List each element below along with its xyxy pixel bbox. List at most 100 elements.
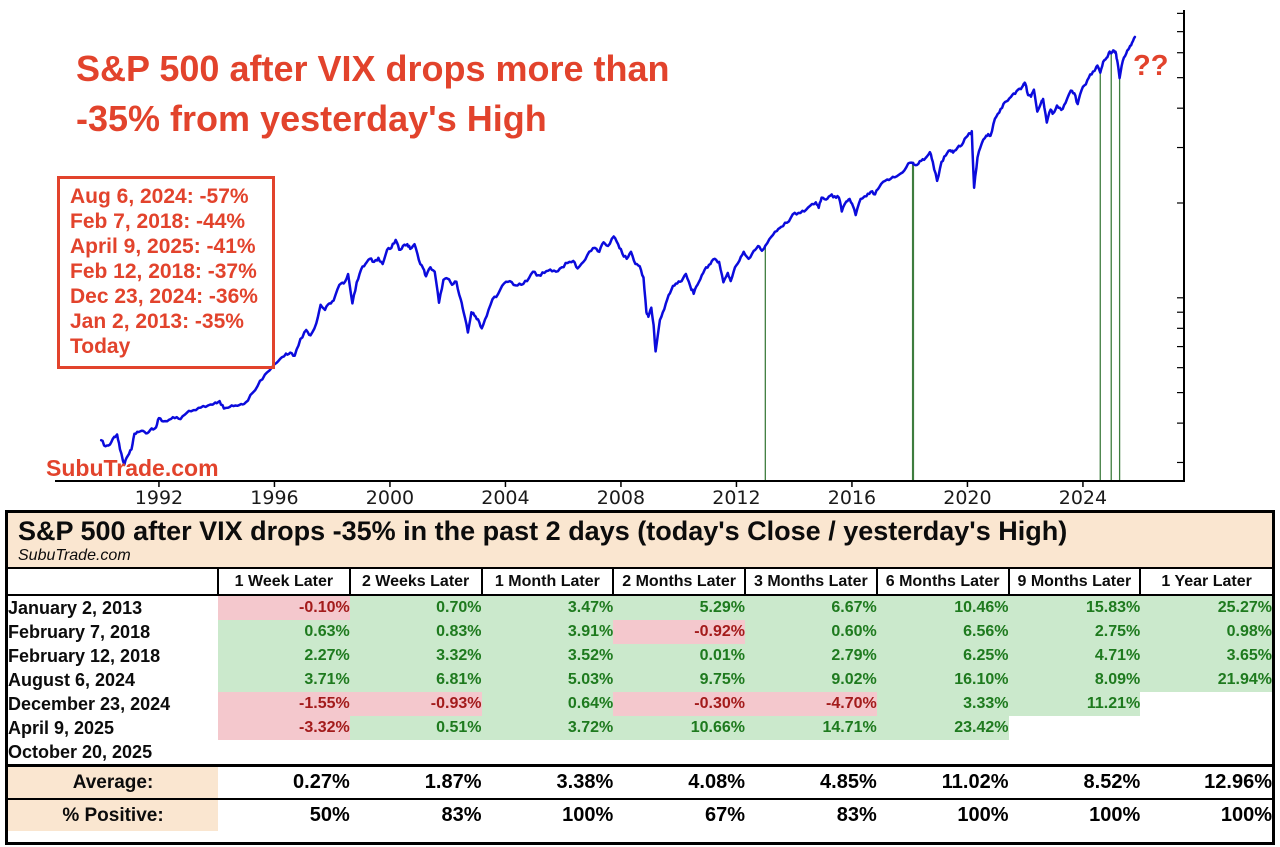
return-cell: 4.71%: [1008, 644, 1141, 668]
return-cell: 2.75%: [1008, 620, 1141, 644]
column-header: 6 Months Later: [875, 569, 1009, 596]
return-cell: 0.70%: [349, 595, 482, 620]
return-cell: 2.79%: [745, 644, 877, 668]
x-axis-tick-label: 2008: [597, 487, 645, 509]
return-cell: 5.03%: [481, 668, 614, 692]
returns-table-frame: S&P 500 after VIX drops -35% in the past…: [5, 510, 1275, 845]
column-header: 9 Months Later: [1007, 569, 1141, 596]
x-axis-tick-label: 1996: [250, 487, 298, 509]
event-list-line: Feb 7, 2018: -44%: [70, 210, 246, 233]
x-axis-tick-label: 2016: [828, 487, 876, 509]
return-cell: [1140, 716, 1272, 740]
return-cell: 3.32%: [349, 644, 482, 668]
return-cell: [1009, 740, 1141, 766]
return-cell: 6.25%: [876, 644, 1009, 668]
x-axis-tick-label: 2000: [366, 487, 414, 509]
return-cell: [745, 740, 877, 766]
return-cell: 3.47%: [481, 595, 614, 620]
return-cell: 10.46%: [876, 595, 1009, 620]
summary-value: 100%: [1008, 798, 1141, 831]
x-axis-tick-label: 2012: [712, 487, 760, 509]
return-cell: 14.71%: [745, 716, 877, 740]
return-cell: 0.01%: [613, 644, 745, 668]
return-cell: 11.21%: [1008, 692, 1141, 716]
summary-value: 8.52%: [1008, 764, 1141, 799]
return-cell: [1009, 716, 1141, 740]
return-cell: 0.51%: [349, 716, 482, 740]
return-cell: 9.02%: [745, 668, 877, 692]
return-cell: 21.94%: [1140, 668, 1272, 692]
table-title-band: S&P 500 after VIX drops -35% in the past…: [8, 513, 1272, 569]
return-cell: 3.52%: [481, 644, 614, 668]
return-cell: 3.71%: [218, 668, 350, 692]
event-list-line: Dec 23, 2024: -36%: [70, 285, 258, 308]
return-cell: 15.83%: [1008, 595, 1141, 620]
summary-value: 3.38%: [481, 764, 614, 799]
summary-value: 4.85%: [745, 764, 877, 799]
event-list-box: Aug 6, 2024: -57% Feb 7, 2018: -44% April …: [57, 176, 275, 369]
return-cell: 0.83%: [349, 620, 482, 644]
summary-value: 0.27%: [218, 764, 350, 799]
return-cell: 3.65%: [1140, 644, 1272, 668]
return-cell: 2.27%: [218, 644, 350, 668]
column-header: 2 Weeks Later: [348, 569, 482, 596]
column-header: 1 Month Later: [480, 569, 614, 596]
return-cell: 0.63%: [218, 620, 350, 644]
row-date-label: December 23, 2024: [8, 693, 171, 714]
return-cell: 0.64%: [481, 692, 614, 716]
x-axis-tick-label: 1992: [135, 487, 183, 509]
event-list-line: Jan 2, 2013: -35%: [70, 310, 244, 333]
table-row: February 7, 2018 0.63% 0.83% 3.91% -0.92% 0.6…: [8, 620, 1272, 644]
return-cell: -0.92%: [613, 620, 745, 644]
return-cell: 6.56%: [876, 620, 1009, 644]
return-cell: [613, 740, 745, 766]
summary-value: 1.87%: [349, 764, 482, 799]
event-list-line: Aug 6, 2024: -57%: [70, 185, 249, 208]
row-date-label: February 7, 2018: [8, 621, 151, 642]
return-cell: -0.30%: [613, 692, 745, 716]
chart-axes: 1992 1996 2000 2004 2008 2012 2016 2020 2024: [55, 10, 1185, 509]
table-row: April 9, 2025 -3.32% 0.51% 3.72% 10.66% 14.71…: [8, 716, 1272, 740]
table-title: S&P 500 after VIX drops -35% in the past…: [18, 516, 1068, 546]
summary-value: 50%: [218, 798, 350, 831]
summary-label: Average:: [8, 764, 218, 799]
return-cell: 5.29%: [613, 595, 745, 620]
summary-value: 12.96%: [1140, 764, 1272, 799]
summary-value: 83%: [745, 798, 877, 831]
event-list-line: Today: [70, 335, 131, 358]
return-cell: [1140, 740, 1272, 766]
chart-section: 1992 1996 2000 2004 2008 2012 2016 2020 2024 S&P…: [46, 10, 1185, 509]
returns-table: 1 Week Later 2 Weeks Later 1 Month Later 2 …: [8, 569, 1272, 831]
return-cell: 6.81%: [349, 668, 482, 692]
return-cell: -3.32%: [218, 716, 350, 740]
return-cell: -0.10%: [218, 595, 350, 620]
event-list-line: Feb 12, 2018: -37%: [70, 260, 257, 283]
row-date-label: August 6, 2024: [8, 669, 136, 690]
stats-table-section: S&P 500 after VIX drops -35% in the past…: [0, 510, 1280, 847]
return-cell: -4.70%: [745, 692, 877, 716]
return-cell: 3.72%: [481, 716, 614, 740]
return-cell: 0.98%: [1140, 620, 1272, 644]
x-axis-tick-label: 2024: [1059, 487, 1107, 509]
summary-label: % Positive:: [8, 798, 218, 831]
table-row: January 2, 2013 -0.10% 0.70% 3.47% 5.29% 6.67…: [8, 595, 1272, 620]
return-cell: 23.42%: [876, 716, 1009, 740]
return-cell: 0.60%: [745, 620, 877, 644]
header-corner-cell: [8, 569, 218, 596]
average-row: Average: 0.27% 1.87% 3.38% 4.08% 4.85% 11.02% 8…: [8, 764, 1272, 799]
return-cell: 9.75%: [613, 668, 745, 692]
column-header: 2 Months Later: [612, 569, 745, 596]
chart-title: S&P 500 after VIX drops more than -35% f…: [76, 44, 670, 143]
chart-title-line2: -35% from yesterday's High: [76, 97, 547, 139]
table-row: February 12, 2018 2.27% 3.32% 3.52% 0.01% 2.7…: [8, 644, 1272, 668]
return-cell: 3.33%: [876, 692, 1009, 716]
sp500-price-line: [99, 35, 1137, 467]
chart-title-line1: S&P 500 after VIX drops more than: [76, 48, 670, 89]
table-source: SubuTrade.com: [18, 547, 131, 564]
return-cell: [482, 740, 614, 766]
return-cell: 6.67%: [745, 595, 877, 620]
percent-positive-row: % Positive: 50% 83% 100% 67% 83% 100% 100% 100%: [8, 798, 1272, 831]
future-question-marks: ??: [1133, 50, 1169, 82]
column-header: 1 Week Later: [217, 569, 350, 596]
column-header: 1 Year Later: [1139, 569, 1272, 596]
